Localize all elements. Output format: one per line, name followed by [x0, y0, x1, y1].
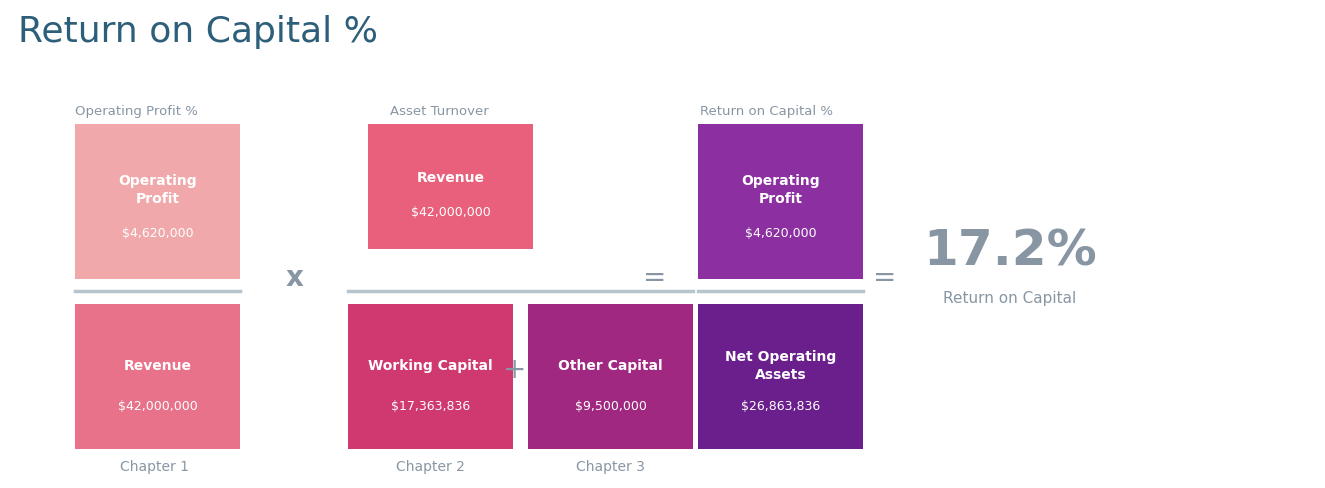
FancyBboxPatch shape — [527, 305, 693, 449]
Text: 17.2%: 17.2% — [924, 227, 1097, 275]
FancyBboxPatch shape — [698, 305, 863, 449]
Text: Asset Turnover: Asset Turnover — [390, 105, 489, 118]
FancyBboxPatch shape — [348, 305, 513, 449]
FancyBboxPatch shape — [76, 125, 240, 280]
Text: Revenue: Revenue — [123, 358, 192, 372]
FancyBboxPatch shape — [368, 125, 533, 249]
Text: Other Capital: Other Capital — [558, 358, 662, 372]
Text: $42,000,000: $42,000,000 — [118, 399, 197, 412]
Text: $26,863,836: $26,863,836 — [741, 399, 820, 412]
Text: $42,000,000: $42,000,000 — [411, 205, 490, 219]
FancyBboxPatch shape — [76, 305, 240, 449]
Text: $9,500,000: $9,500,000 — [575, 399, 647, 412]
Text: Chapter 2: Chapter 2 — [396, 459, 465, 473]
Text: =: = — [644, 264, 666, 291]
Text: Net Operating
Assets: Net Operating Assets — [725, 349, 836, 381]
Text: Operating Profit %: Operating Profit % — [76, 105, 197, 118]
Text: x: x — [286, 264, 303, 291]
Text: Operating
Profit: Operating Profit — [741, 174, 820, 205]
Text: $4,620,000: $4,620,000 — [122, 226, 193, 240]
Text: Working Capital: Working Capital — [368, 358, 493, 372]
Text: Return on Capital: Return on Capital — [943, 290, 1077, 305]
Text: Chapter 3: Chapter 3 — [575, 459, 644, 473]
Text: $4,620,000: $4,620,000 — [745, 226, 816, 240]
Text: Revenue: Revenue — [416, 170, 485, 184]
Text: Return on Capital %: Return on Capital % — [700, 105, 833, 118]
Text: =: = — [873, 264, 897, 291]
Text: +: + — [504, 355, 526, 383]
Text: Chapter 1: Chapter 1 — [121, 459, 189, 473]
Text: Operating
Profit: Operating Profit — [118, 174, 197, 205]
FancyBboxPatch shape — [698, 125, 863, 280]
Text: $17,363,836: $17,363,836 — [391, 399, 470, 412]
Text: Return on Capital %: Return on Capital % — [19, 15, 378, 49]
